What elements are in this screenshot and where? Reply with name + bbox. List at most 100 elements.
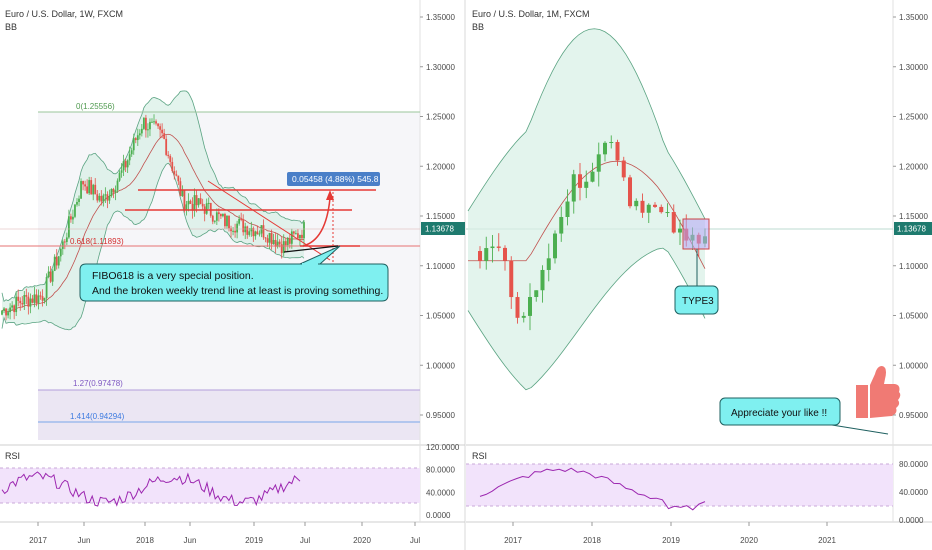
price-tick-label: 1.35000 [899, 13, 928, 22]
price-tick-label: 1.35000 [426, 13, 455, 22]
candle-body [509, 260, 514, 298]
candle-body [35, 294, 38, 304]
candle-body [67, 216, 70, 238]
price-tick-label: 1.00000 [426, 361, 455, 370]
measure-box [287, 172, 380, 186]
right-bollinger-bands [467, 28, 706, 391]
candle-body [112, 188, 115, 193]
candle-body [266, 238, 269, 243]
right-time-axis[interactable]: 2017 2018 2019 2020 2021 [504, 522, 836, 545]
fib-0618-label: 0.618(1.11893) [70, 237, 124, 246]
candle-body [244, 226, 247, 233]
candle-body [173, 171, 176, 175]
candle-body [578, 174, 582, 188]
price-tick-label: 1.00000 [899, 361, 928, 370]
candle-body [228, 215, 230, 229]
candle-body [165, 138, 168, 155]
right-candles [478, 135, 707, 331]
candle-body [43, 297, 46, 301]
candle-body [96, 194, 99, 201]
candle-body [181, 190, 184, 197]
price-tick-label: 1.30000 [899, 63, 928, 72]
time-tick-label: 2020 [740, 536, 758, 545]
rsi-tick-label: 40.0000 [426, 488, 455, 497]
candle-body [80, 181, 82, 199]
price-tick-label: 1.05000 [899, 312, 928, 321]
candle-body [232, 230, 234, 232]
time-tick-label: 2019 [662, 536, 680, 545]
candle-body [590, 171, 595, 182]
candle-body [185, 204, 188, 211]
candle-body [240, 218, 243, 220]
candle-body [142, 117, 145, 129]
candle-body [248, 231, 251, 235]
candle-body [118, 172, 121, 181]
candle-body [41, 296, 44, 301]
left-rsi-band [0, 468, 420, 503]
candle-body [145, 117, 147, 131]
candle-body [39, 295, 42, 297]
candle-body [242, 219, 245, 233]
candle-body [23, 295, 26, 305]
candle-body [252, 228, 255, 237]
type3-highlight-box [682, 218, 710, 250]
candle-body [584, 181, 589, 188]
right-chart-panel[interactable]: Euro / U.S. Dollar, 1M, FXCM BB TYPE3 Ap… [466, 0, 932, 545]
candle-body [634, 200, 639, 207]
candle-body [65, 237, 68, 242]
time-tick-label: 2018 [583, 536, 601, 545]
candle-body [108, 196, 111, 201]
time-tick-label: Jul [300, 536, 310, 545]
candle-body [659, 206, 664, 213]
candle-body [256, 231, 259, 235]
bb-upper [467, 28, 706, 220]
candle-body [161, 129, 164, 134]
left-chart-panel[interactable]: 0(1.25556) 0.618(1.11893) 1.27(0.97478) … [0, 0, 465, 545]
candle-body [49, 271, 52, 282]
candle-body [94, 184, 97, 195]
candle-body [217, 212, 220, 215]
price-tick-label: 1.25000 [899, 113, 928, 122]
downtrend-line [207, 180, 331, 261]
candle-body [76, 202, 78, 205]
time-tick-label: 2021 [818, 536, 836, 545]
weekly-trend-line [283, 245, 339, 253]
candle-body [490, 246, 495, 249]
candle-body [169, 156, 172, 162]
candle-body [258, 233, 261, 235]
price-tick-label: 1.20000 [899, 162, 928, 171]
candle-body [140, 128, 143, 134]
candle-body [628, 177, 632, 207]
candle-body [264, 237, 267, 239]
candle-body [116, 180, 119, 191]
left-price-tag-text: 1.13678 [425, 225, 454, 234]
candle-body [303, 222, 305, 239]
price-tick-label: 1.30000 [426, 63, 455, 72]
projection-arrow [302, 197, 331, 247]
candle-body [197, 198, 200, 206]
candle-body [299, 234, 301, 239]
candle-body [205, 203, 208, 214]
right-price-axis[interactable]: 1.35000 1.30000 1.25000 1.20000 1.15000 1.100… [893, 13, 928, 420]
thumbs-up-icon[interactable] [856, 366, 901, 418]
candle-body [246, 226, 249, 235]
right-price-tag-text: 1.13678 [897, 225, 926, 234]
candle-body [98, 195, 101, 201]
time-tick-label: 2020 [353, 536, 371, 545]
candle-body [157, 123, 159, 127]
candle-body [236, 223, 239, 233]
candle-body [615, 141, 620, 161]
candle-body [640, 200, 645, 213]
left-price-axis[interactable]: 1.35000 1.30000 1.25000 1.20000 1.15000 1.100… [420, 13, 455, 420]
candle-body [187, 200, 190, 205]
candle-body [128, 154, 131, 161]
candle-body [175, 174, 178, 176]
left-time-axis[interactable]: 2017 Jun 2018 Jun 2019 Jul 2020 Jul [29, 522, 420, 545]
rsi-tick-label: 80.0000 [899, 460, 928, 469]
callout-line-2: And the broken weekly trend line at leas… [92, 285, 383, 297]
right-chart-title: Euro / U.S. Dollar, 1M, FXCM [472, 9, 590, 19]
candle-body [167, 154, 170, 157]
rsi-tick-label: 0.0000 [899, 516, 924, 525]
candle-body [496, 246, 501, 248]
candle-body [195, 195, 198, 206]
